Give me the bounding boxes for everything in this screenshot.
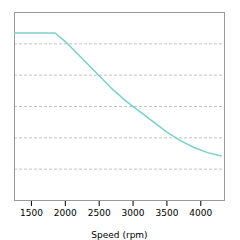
svg-text:2500: 2500 [88,208,111,218]
svg-text:3000: 3000 [122,208,145,218]
svg-text:Speed (rpm): Speed (rpm) [91,230,147,240]
svg-text:1500: 1500 [20,208,43,218]
svg-text:2000: 2000 [54,208,77,218]
svg-text:3500: 3500 [155,208,178,218]
svg-text:4000: 4000 [189,208,212,218]
